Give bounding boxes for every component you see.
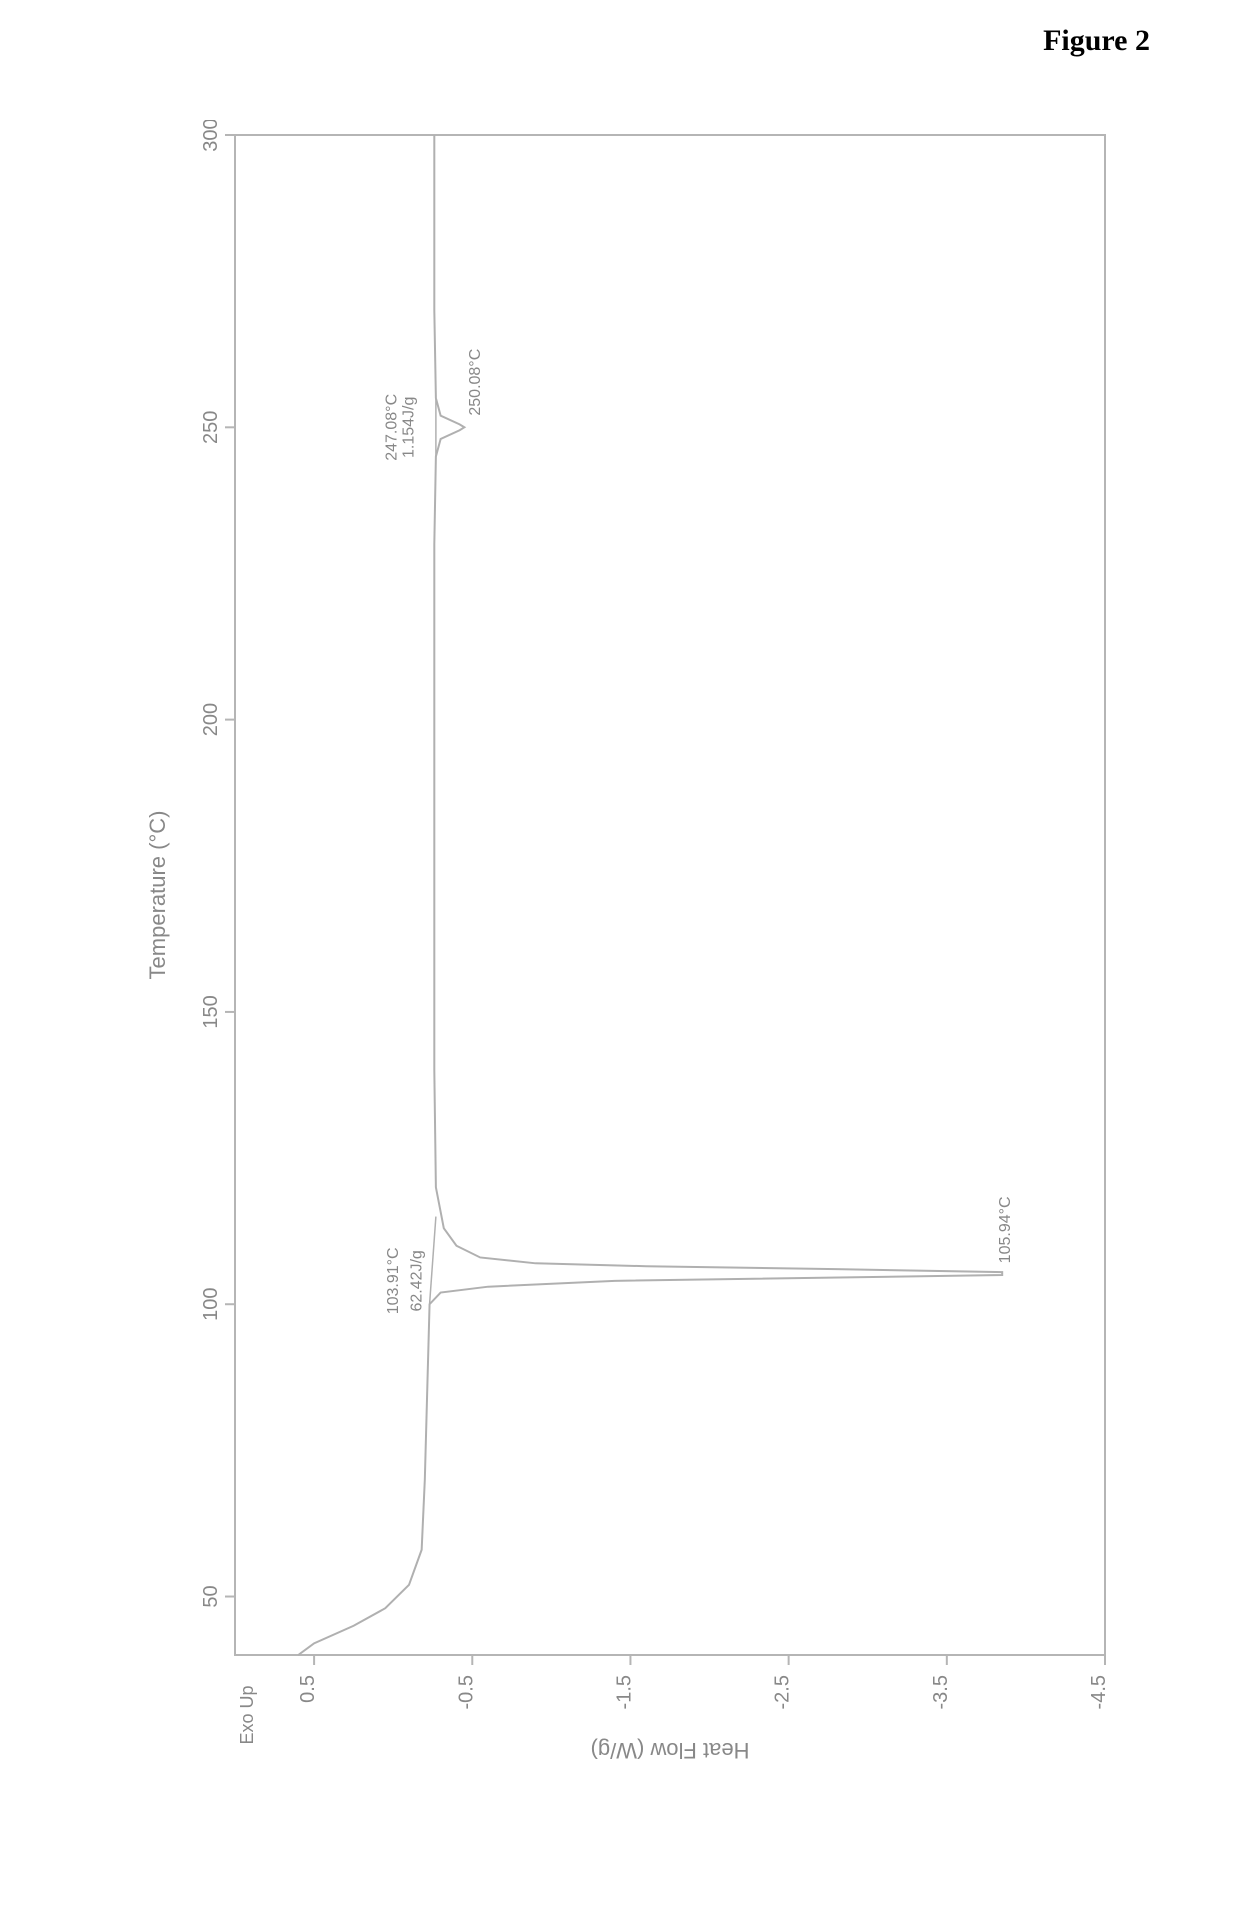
svg-text:-4.5: -4.5 — [1088, 1675, 1110, 1709]
svg-text:300: 300 — [200, 120, 222, 152]
svg-text:Exo Up: Exo Up — [237, 1685, 257, 1744]
svg-text:150: 150 — [200, 995, 222, 1028]
svg-text:250: 250 — [200, 411, 222, 444]
svg-text:247.08°C: 247.08°C — [383, 394, 400, 461]
svg-text:-0.5: -0.5 — [455, 1675, 477, 1709]
svg-text:200: 200 — [200, 703, 222, 736]
svg-text:250.08°C: 250.08°C — [467, 349, 484, 416]
svg-text:50: 50 — [200, 1585, 222, 1607]
svg-text:-1.5: -1.5 — [613, 1675, 635, 1709]
svg-text:Temperature (°C): Temperature (°C) — [145, 811, 170, 980]
dsc-chart: 50 100 150 200 250 300 Temperature (°C) -4.5 -3.… — [120, 120, 1120, 1770]
svg-text:105.94°C: 105.94°C — [997, 1196, 1014, 1263]
svg-text:-2.5: -2.5 — [772, 1675, 794, 1709]
svg-text:-3.5: -3.5 — [930, 1675, 952, 1709]
svg-text:Heat Flow (W/g): Heat Flow (W/g) — [591, 1738, 750, 1763]
svg-text:62.42J/g: 62.42J/g — [409, 1250, 426, 1311]
svg-text:1.154J/g: 1.154J/g — [401, 397, 418, 458]
svg-text:100: 100 — [200, 1288, 222, 1321]
figure-title: Figure 2 — [1043, 24, 1150, 58]
chart-svg: 50 100 150 200 250 300 Temperature (°C) -4.5 -3.… — [120, 120, 1120, 1770]
svg-text:0.5: 0.5 — [297, 1675, 319, 1703]
svg-text:103.91°C: 103.91°C — [385, 1247, 402, 1314]
